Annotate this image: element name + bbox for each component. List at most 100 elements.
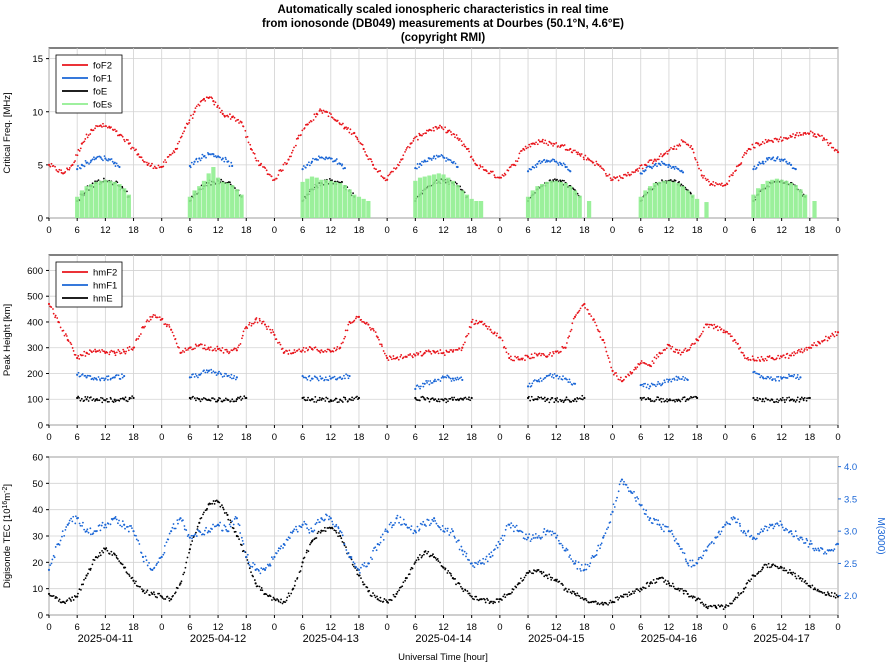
panel-2-xtick-label: 18 [128, 432, 139, 443]
m3000-point [599, 547, 601, 550]
hmf2-point [798, 348, 800, 351]
fof2-point [416, 138, 419, 141]
m3000-point [826, 549, 829, 552]
hmf2-point [792, 354, 795, 357]
hmf2-point [258, 319, 261, 322]
m3000-point [750, 534, 753, 537]
fof2-point [774, 137, 777, 140]
tec-point [809, 586, 812, 589]
hmf2-point [372, 329, 375, 332]
fof2-point [370, 160, 373, 163]
hmf2-point [684, 347, 687, 350]
foes-bar [206, 173, 211, 218]
foes-bar [680, 186, 686, 218]
hmf2-point [807, 346, 810, 349]
tec-point [454, 577, 457, 580]
m3000-point [732, 516, 735, 518]
fof2-point [691, 147, 694, 151]
fof2-point [145, 161, 148, 164]
m3000-point [265, 566, 267, 569]
hmf2-point [265, 325, 268, 328]
hmf2-point [676, 348, 679, 351]
hmf1-point [682, 375, 684, 378]
tec-point [761, 568, 763, 571]
fof2-point [495, 176, 497, 179]
m3000-point [603, 534, 605, 537]
tec-point [338, 532, 340, 534]
hme-point [445, 398, 448, 401]
hmf2-point [729, 332, 731, 335]
foes-bar [309, 176, 315, 218]
fof1-point [789, 163, 793, 166]
m3000-point [404, 523, 408, 526]
tec-point [368, 589, 371, 592]
fof2-point [745, 152, 748, 155]
tec-point [561, 582, 563, 585]
hmf2-point [197, 345, 200, 347]
hmf2-point [695, 338, 698, 340]
hmf2-point [603, 341, 606, 344]
m3000-point [376, 542, 379, 546]
tec-point [213, 502, 216, 505]
fof2-point [761, 141, 764, 143]
m3000-point [522, 537, 525, 540]
hmf1-point [552, 376, 555, 379]
fof2-point [802, 132, 805, 135]
hmf1-point [540, 380, 543, 382]
tec-point [556, 578, 558, 581]
hmf2-point [460, 349, 463, 352]
fof2-point [740, 162, 743, 164]
fof2-point [78, 150, 81, 152]
tec-point [470, 595, 473, 598]
foes-bar [525, 196, 531, 218]
tec-point [335, 531, 338, 534]
m3000-point [814, 547, 817, 550]
hmf2-point [833, 335, 836, 338]
hmf2-point [559, 350, 562, 353]
fof2-point [685, 143, 688, 146]
m3000-point [355, 566, 358, 568]
hmf2-point [316, 348, 319, 351]
hmf2-point [52, 312, 55, 315]
tec-point [429, 554, 432, 557]
tec-point [198, 521, 201, 524]
m3000-point [818, 549, 821, 552]
hme-point [332, 400, 335, 402]
fof2-point [743, 151, 746, 154]
m3000-point [318, 521, 321, 524]
hmf2-point [835, 334, 838, 337]
fof2-point [796, 131, 798, 134]
hme-point [321, 397, 324, 400]
fof2-point [638, 167, 641, 170]
tec-point [226, 513, 229, 517]
hmf2-point [640, 360, 643, 362]
fof2-point [293, 146, 295, 149]
hmf1-point [210, 368, 213, 371]
tec-point [742, 590, 745, 593]
m3000-point [384, 528, 387, 531]
hme-point [649, 398, 652, 401]
hmf2-point [670, 347, 672, 350]
fof2-point [763, 142, 766, 145]
fof1-point [427, 157, 430, 159]
m3000-point [571, 560, 574, 563]
fof2-point [52, 164, 55, 167]
fof1-point [114, 165, 117, 167]
tec-point [767, 562, 770, 565]
hmf2-point [113, 350, 115, 353]
hme-point [788, 396, 791, 399]
hmf2-point [52, 308, 54, 310]
hmf2-point [538, 352, 541, 355]
hme-point [78, 396, 80, 399]
hmf2-point [396, 356, 399, 359]
fof2-point [472, 158, 474, 161]
tec-point [400, 586, 402, 589]
tec-point [298, 571, 301, 574]
fof1-point [207, 152, 209, 154]
fof2-point [832, 146, 835, 149]
hmf2-point [666, 343, 669, 346]
hmf2-point [244, 327, 246, 330]
m3000-point [384, 530, 386, 532]
hmf2-point [74, 354, 77, 356]
foes-bar [648, 186, 653, 218]
